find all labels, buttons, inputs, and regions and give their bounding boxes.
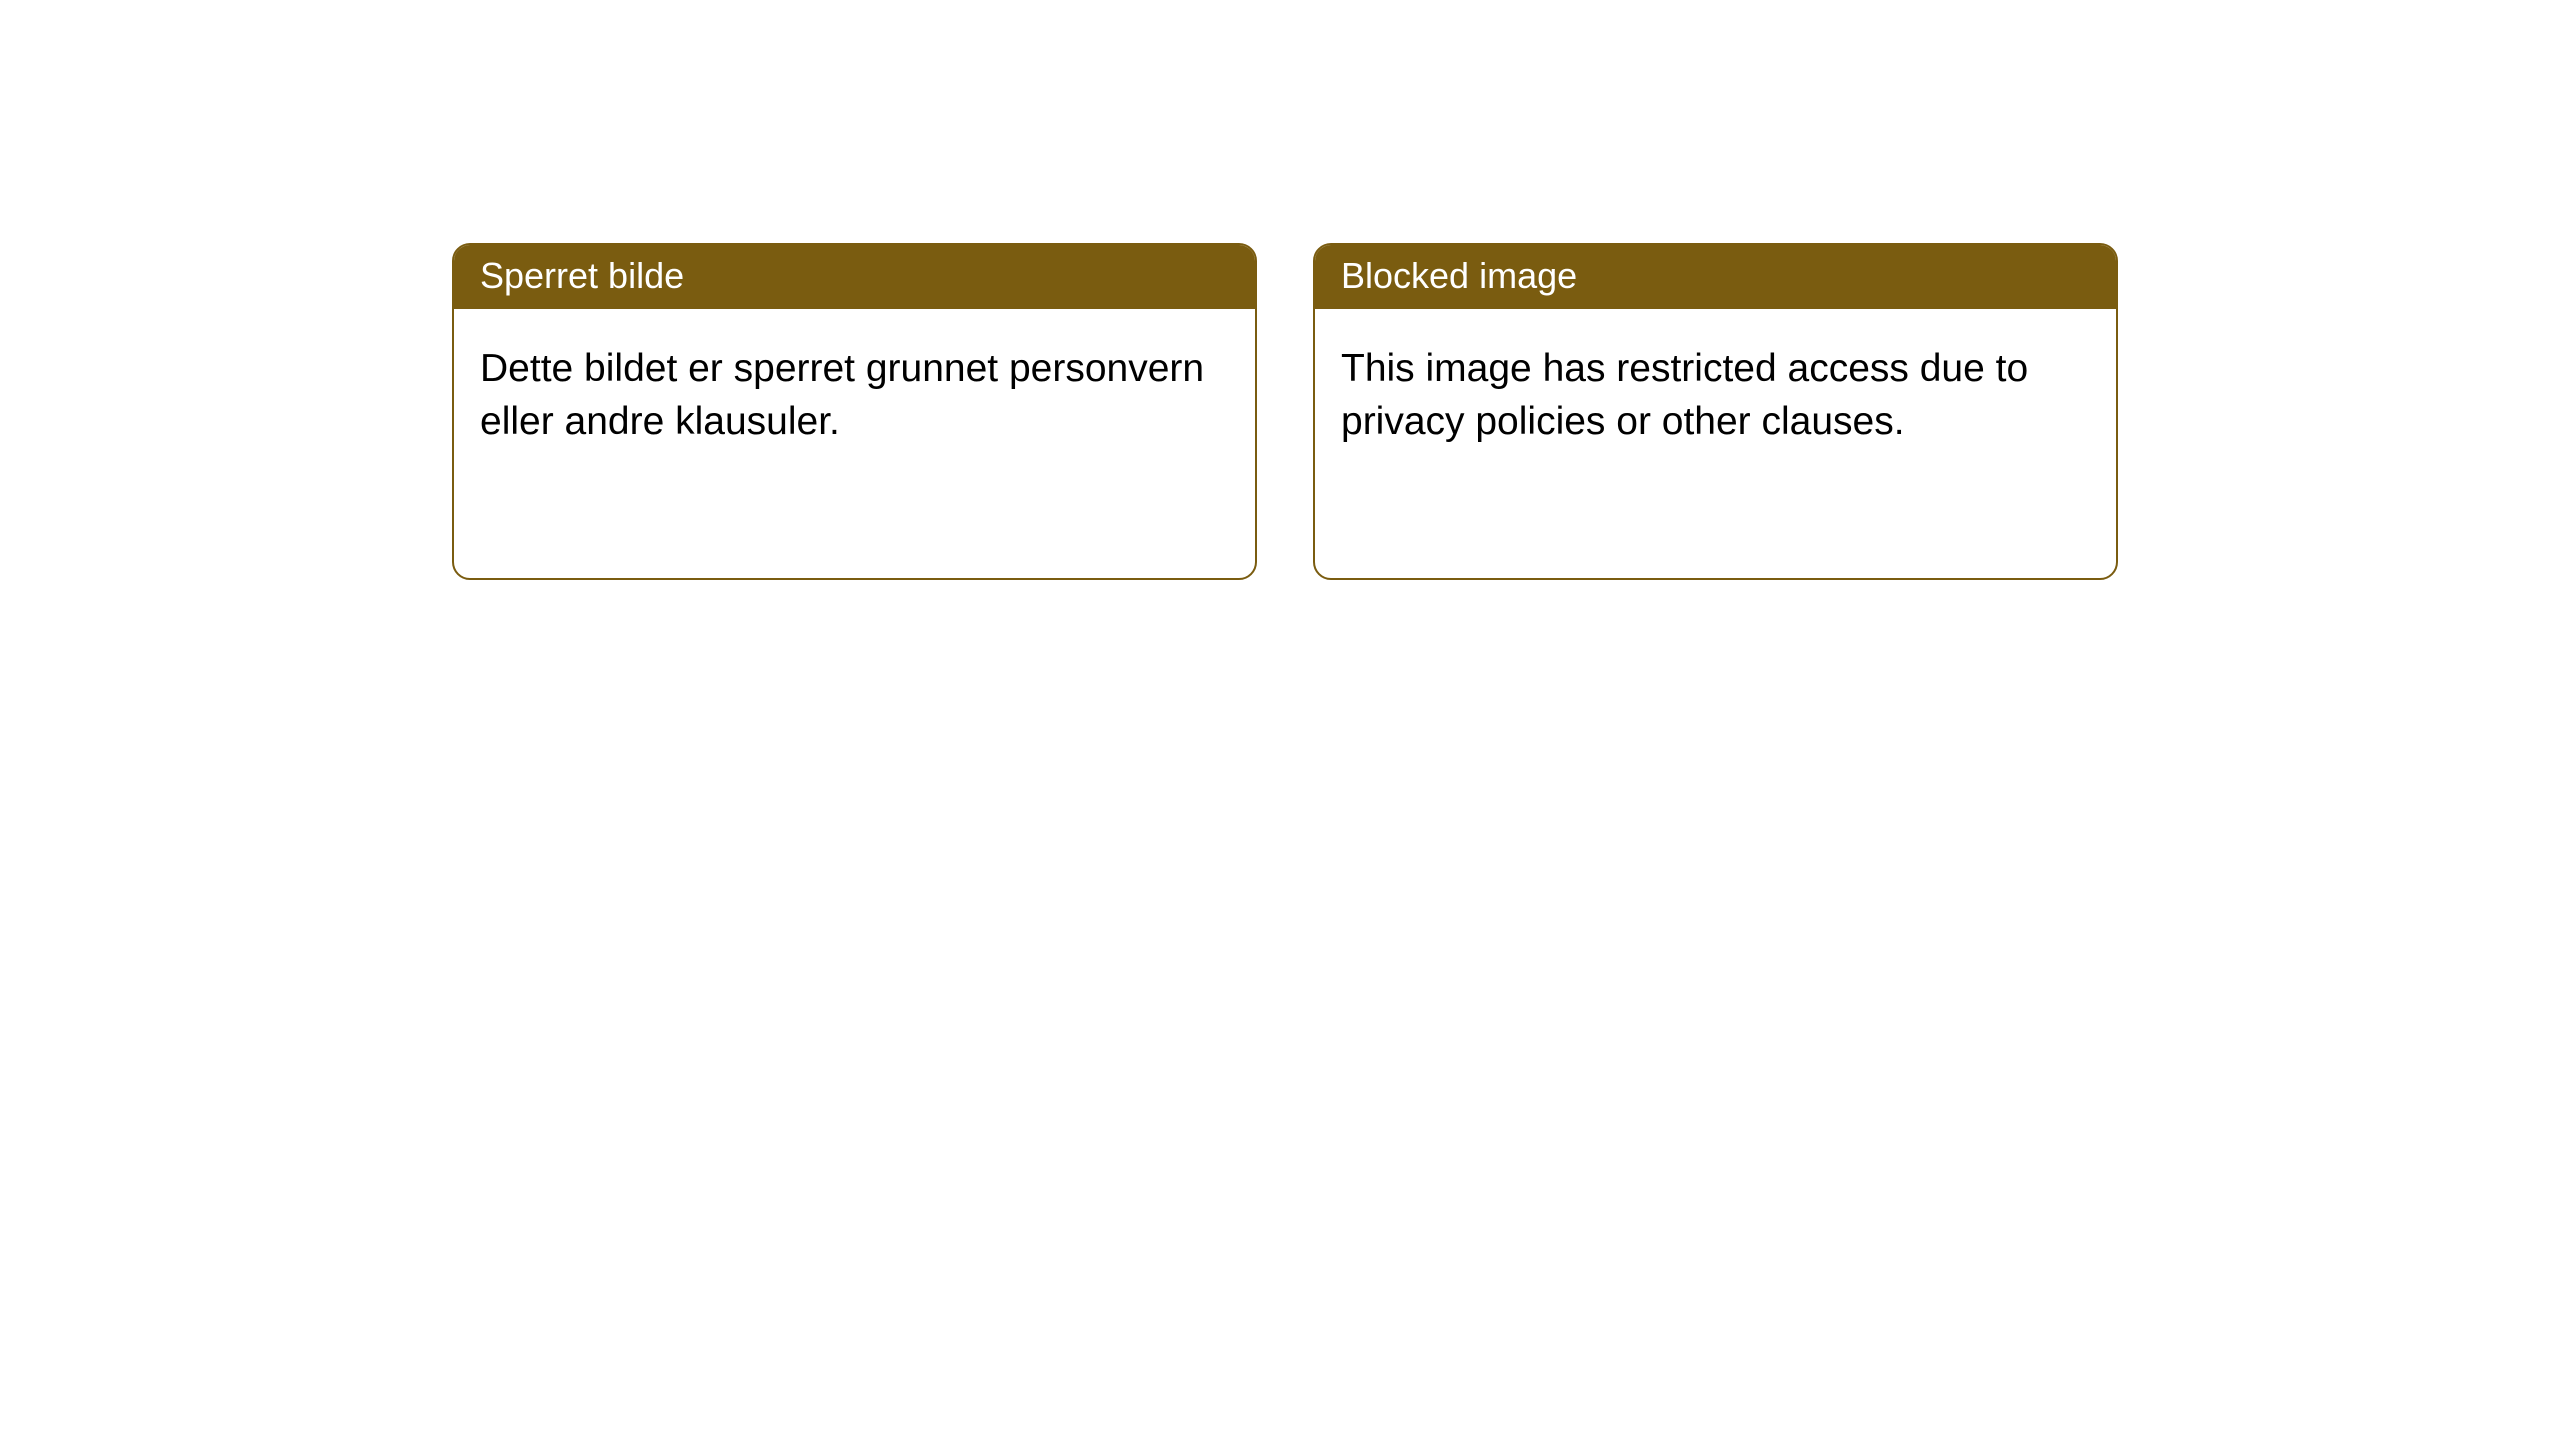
- notice-card-english: Blocked image This image has restricted …: [1313, 243, 2118, 580]
- notice-title: Sperret bilde: [480, 255, 684, 296]
- notice-body: This image has restricted access due to …: [1315, 309, 2116, 482]
- notice-container: Sperret bilde Dette bildet er sperret gr…: [452, 243, 2118, 580]
- notice-message: This image has restricted access due to …: [1341, 347, 2028, 443]
- notice-message: Dette bildet er sperret grunnet personve…: [480, 347, 1204, 443]
- notice-body: Dette bildet er sperret grunnet personve…: [454, 309, 1255, 482]
- notice-header: Blocked image: [1315, 245, 2116, 309]
- notice-header: Sperret bilde: [454, 245, 1255, 309]
- notice-card-norwegian: Sperret bilde Dette bildet er sperret gr…: [452, 243, 1257, 580]
- notice-title: Blocked image: [1341, 255, 1577, 296]
